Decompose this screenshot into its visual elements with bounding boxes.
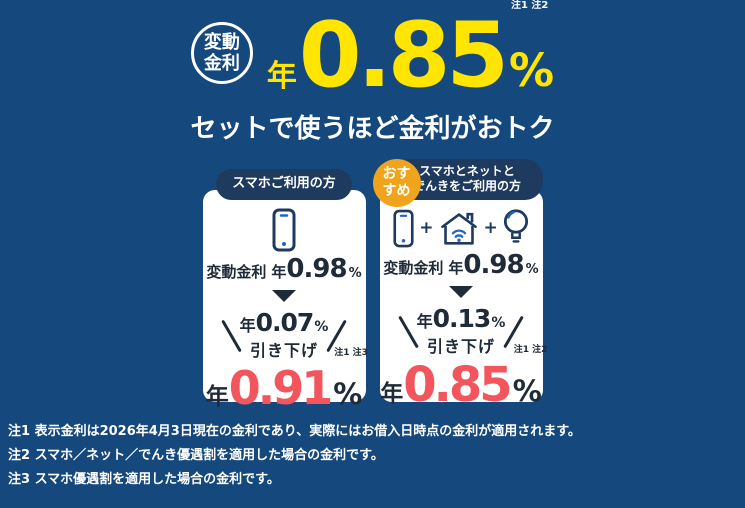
arrow-down-icon [449,286,473,298]
discount-label: 引き下げ [249,341,318,360]
rate-after-percent: % [512,374,542,408]
rate-after-unit: 注1 注2% [512,345,548,408]
lightbulb-icon [503,208,529,248]
discount-unit: % [314,319,329,335]
plus-sign: + [483,217,498,238]
plan-cards: スマホご利用の方 変動金利 年 0.98 % [0,158,745,411]
rate-after-footnote-ref: 注1 注2 [513,345,548,355]
discount-value: 0.07 [255,308,315,337]
plan-card-bundle-title-line1: スマホとネットと [419,163,515,178]
plan-card-bundle-header: おす すめ スマホとネットと でんきをご利用の方 [372,158,543,207]
rate-after-unit: 注1 注3% [333,348,368,411]
hero-rate-value: 0.85 [298,3,509,108]
arrow-down-icon [272,290,296,302]
rate-before-label: 変動金利 [206,263,267,281]
headline: セットで使うほど金利がおトク [190,114,555,144]
discount-text: 年 0.07 % 引き下げ [240,310,329,361]
rate-before: 変動金利 年 0.98 % [206,256,361,282]
plan-card-smartphone: スマホご利用の方 変動金利 年 0.98 % [202,159,368,411]
footnote-3: 注3 スマホ優遇割を適用した場合の金利です。 [8,472,280,488]
footnotes: 注1 表示金利は2026年4月3日現在の金利であり、実際にはお借入日時点の金利が… [8,420,741,492]
hero-rate: 変動 金利 年 0.85 注1 注2% [0,1,745,101]
recommend-badge: おす すめ [372,159,421,207]
rate-after-footnote-ref: 注1 注3 [334,348,368,358]
hero-rate-percent: % [508,44,555,97]
rate-before-prefix: 年 [271,263,287,281]
plan-card-bundle: おす すめ スマホとネットと でんきをご利用の方 [372,158,547,409]
hero-rate-footnote-ref: 注1 注2 [510,0,549,11]
hero-rate-unit: 注1 注2% [509,1,554,94]
emphasis-slash-left [397,315,419,348]
rate-before-unit: % [525,262,539,277]
emphasis-slash-left [220,319,242,352]
rate-after-value: 0.91 [228,361,333,415]
plan-card-smartphone-title: スマホご利用の方 [216,169,352,200]
discount-block: 年 0.13 % 引き下げ [397,306,525,357]
discount-label: 引き下げ [426,337,495,356]
discount-unit: % [491,315,506,331]
plan-card-bundle-body: + + [379,190,547,409]
plan-card-smartphone-icons [272,208,296,252]
rate-before-unit: % [348,266,362,281]
plan-card-bundle-icons: + + [393,208,529,248]
variable-rate-badge: 変動 金利 [190,22,253,84]
plus-sign: + [419,217,434,238]
variable-rate-badge-line1: 変動 [203,31,240,53]
rate-after-value: 0.85 [403,357,512,413]
smartphone-icon [393,209,414,248]
rate-before: 変動金利 年 0.98 % [383,252,538,278]
recommend-badge-line2: すめ [382,183,411,199]
smartphone-icon [272,208,296,252]
discount-value: 0.13 [432,304,492,333]
house-wifi-icon [439,210,479,247]
footnote-2: 注2 スマホ／ネット／でんき優遇割を適用した場合の金利です。 [8,448,384,464]
rate-before-value: 0.98 [286,254,347,284]
discount-text: 年 0.13 % 引き下げ [417,306,506,357]
discount-block: 年 0.07 % 引き下げ [220,310,348,361]
rate-after-prefix: 年 [380,381,404,407]
plan-card-smartphone-body: 変動金利 年 0.98 % 年 0.07 % 引き下げ [202,190,368,411]
plan-card-bundle-title-line2: でんきをご利用の方 [412,179,521,194]
discount-rate: 年 0.13 % [417,306,506,331]
rate-before-prefix: 年 [448,259,464,277]
discount-rate: 年 0.07 % [240,310,329,335]
hero-rate-figure: 年 0.85 注1 注2% [266,1,554,108]
rate-before-value: 0.98 [463,250,524,280]
rate-after-percent: % [333,377,363,411]
discount-prefix: 年 [239,316,256,335]
plan-card-smartphone-header: スマホご利用の方 [203,159,366,200]
rate-after: 年 0.91 注1 注3% [205,348,368,415]
rate-before-label: 変動金利 [383,259,444,277]
rate-after-prefix: 年 [205,384,229,410]
discount-prefix: 年 [416,312,433,331]
hero-rate-prefix: 年 [266,59,297,94]
footnote-1: 注1 表示金利は2026年4月3日現在の金利であり、実際にはお借入日時点の金利が… [8,424,581,439]
variable-rate-badge-line2: 金利 [203,53,240,74]
rate-after: 年 0.85 注1 注2% [380,345,548,413]
recommend-badge-line1: おす [382,165,411,182]
